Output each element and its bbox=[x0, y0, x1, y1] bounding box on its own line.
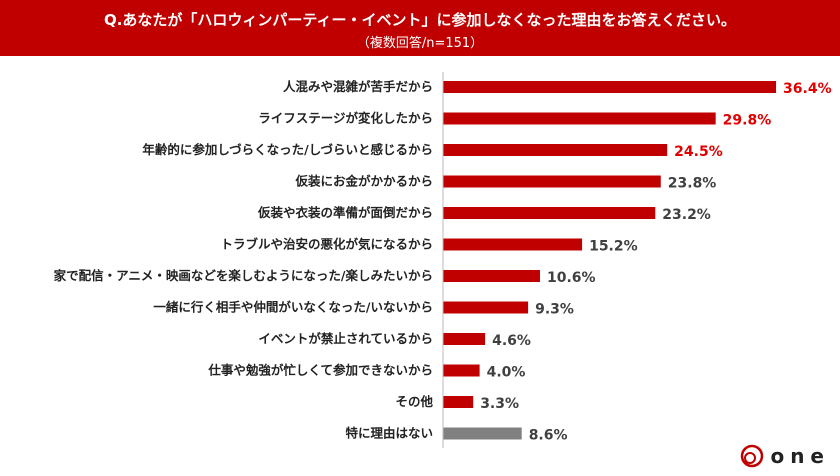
logo-mark-icon bbox=[741, 444, 764, 468]
bar bbox=[443, 427, 522, 440]
bar bbox=[443, 112, 716, 125]
value-label: 29.8% bbox=[723, 113, 772, 129]
bar bbox=[443, 333, 486, 345]
category-label: トラブルや治安の悪化が気になるから bbox=[220, 237, 433, 252]
chart-title: Q.あなたが「ハロウィンパーティー・イベント」に参加しなくなった理由をお答えくだ… bbox=[103, 11, 737, 29]
value-label: 23.2% bbox=[662, 207, 711, 223]
value-label: 23.8% bbox=[668, 176, 717, 192]
value-label: 24.5% bbox=[674, 144, 723, 160]
value-label: 4.0% bbox=[487, 365, 526, 381]
bar bbox=[443, 175, 661, 188]
category-label: 一緒に行く相手や仲間がいなくなった/いないから bbox=[153, 300, 433, 315]
category-label: 仮装や衣装の準備が面倒だから bbox=[257, 205, 433, 220]
value-label: 8.6% bbox=[529, 428, 568, 444]
bar bbox=[443, 364, 480, 377]
bar bbox=[443, 270, 540, 282]
value-label: 3.3% bbox=[480, 396, 519, 412]
bar bbox=[443, 301, 529, 314]
category-label: イベントが禁止されているから bbox=[258, 331, 433, 346]
logo: one bbox=[740, 444, 830, 468]
category-label: 年齢的に参加しづらくなった/しづらいと感じるから bbox=[142, 142, 433, 157]
logo-text: one bbox=[770, 444, 830, 468]
value-label: 10.6% bbox=[547, 270, 596, 286]
value-label: 4.6% bbox=[492, 333, 531, 349]
value-label: 15.2% bbox=[589, 239, 638, 255]
category-label: 人混みや混雑が苦手だから bbox=[283, 79, 433, 94]
bar bbox=[443, 81, 777, 93]
bar bbox=[443, 207, 656, 219]
bar bbox=[443, 238, 583, 251]
category-label: 家で配信・アニメ・映画などを楽しむようになった/楽しみたいから bbox=[54, 268, 433, 283]
chart-subtitle: （複数回答/n=151） bbox=[356, 36, 484, 51]
value-label: 9.3% bbox=[535, 302, 574, 318]
category-label: 仕事や勉強が忙しくて参加できないから bbox=[207, 363, 433, 378]
chart-header: Q.あなたが「ハロウィンパーティー・イベント」に参加しなくなった理由をお答えくだ… bbox=[0, 0, 840, 56]
bar bbox=[443, 396, 474, 408]
bar bbox=[443, 144, 668, 156]
category-label: 特に理由はない bbox=[345, 426, 433, 441]
category-label: ライフステージが変化したから bbox=[258, 111, 433, 126]
category-label: 仮装にお金がかかるから bbox=[294, 174, 433, 189]
category-label: その他 bbox=[395, 394, 433, 409]
value-label: 36.4% bbox=[783, 81, 832, 97]
